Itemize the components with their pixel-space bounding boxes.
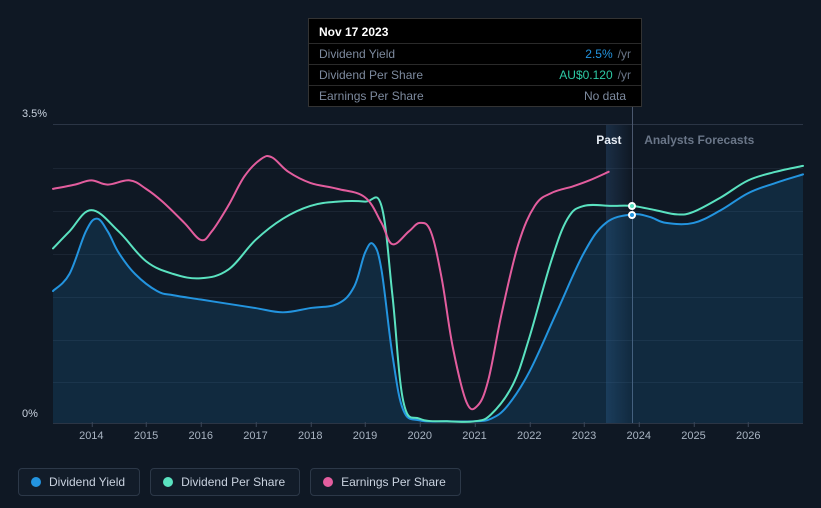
x-tick: 2017 (243, 430, 267, 442)
legend-dot-icon (323, 477, 333, 487)
legend-item[interactable]: Dividend Per Share (150, 468, 300, 496)
x-tick: 2026 (736, 430, 760, 442)
legend-dot-icon (31, 477, 41, 487)
tooltip: Nov 17 2023 Dividend Yield2.5%/yrDividen… (308, 18, 642, 107)
plot-area[interactable]: PastAnalysts Forecasts (53, 124, 803, 424)
x-tick: 2015 (134, 430, 158, 442)
tooltip-row: Dividend Yield 2.5%/yr (309, 43, 641, 64)
y-axis-max-label: 3.5% (22, 108, 47, 120)
x-tick: 2025 (681, 430, 705, 442)
tooltip-row: Earnings Per Share No data (309, 85, 641, 106)
x-tick: 2021 (462, 430, 486, 442)
x-tick: 2020 (408, 430, 432, 442)
legend-item[interactable]: Dividend Yield (18, 468, 140, 496)
tooltip-date: Nov 17 2023 (309, 19, 641, 43)
tooltip-row: Dividend Per Share AU$0.120/yr (309, 64, 641, 85)
hover-marker (628, 211, 636, 219)
x-tick: 2019 (353, 430, 377, 442)
legend-label: Dividend Per Share (181, 475, 285, 489)
series-area (53, 174, 803, 423)
x-axis: 2014 2015 2016 2017 2018 2019 2020 2021 2022 2023… (53, 430, 803, 448)
tooltip-row-value: AU$0.120/yr (559, 68, 631, 82)
legend-item[interactable]: Earnings Per Share (310, 468, 461, 496)
legend-label: Earnings Per Share (341, 475, 446, 489)
hover-marker (628, 202, 636, 210)
x-tick: 2023 (572, 430, 596, 442)
legend-label: Dividend Yield (49, 475, 125, 489)
tooltip-row-value: 2.5%/yr (585, 47, 631, 61)
y-axis-min-label: 0% (22, 408, 38, 420)
x-tick: 2016 (189, 430, 213, 442)
chart: 3.5% 0% PastAnalysts Forecasts 201420152… (18, 100, 803, 450)
tooltip-row-label: Dividend Yield (319, 47, 395, 61)
legend: Dividend Yield Dividend Per Share Earnings… (18, 468, 461, 496)
x-tick: 2018 (298, 430, 322, 442)
tooltip-row-label: Dividend Per Share (319, 68, 423, 82)
tooltip-row-label: Earnings Per Share (319, 89, 424, 103)
x-tick: 2022 (517, 430, 541, 442)
chart-svg (53, 125, 803, 423)
tooltip-row-value: No data (584, 89, 631, 103)
legend-dot-icon (163, 477, 173, 487)
x-tick: 2014 (79, 430, 103, 442)
x-tick: 2024 (627, 430, 651, 442)
